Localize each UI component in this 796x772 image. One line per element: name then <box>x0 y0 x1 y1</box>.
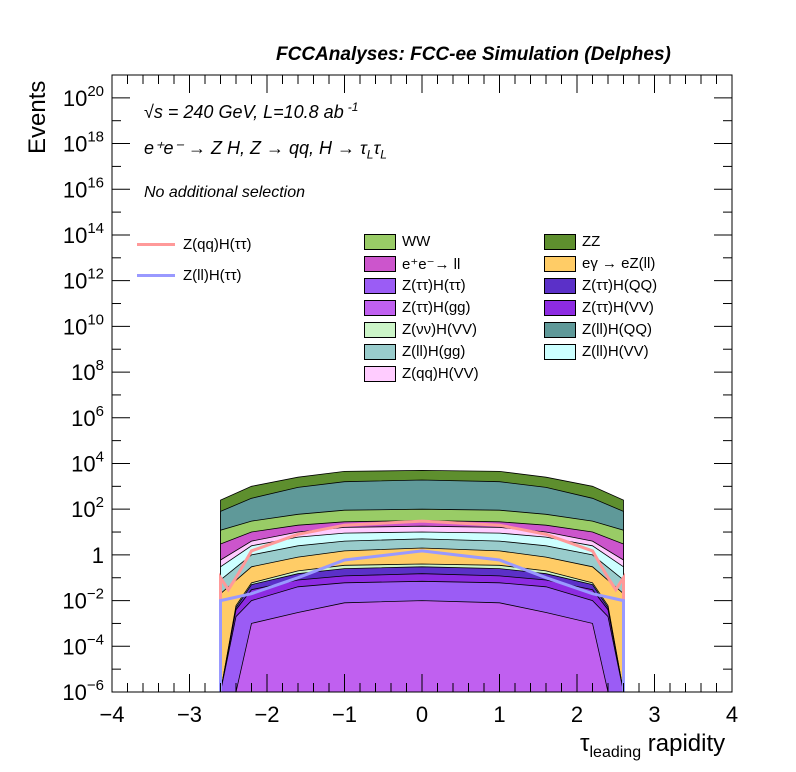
legend-entry: eγ → eZ(ll) <box>544 255 655 272</box>
legend-entry: Z(ll)H(gg) <box>364 343 465 360</box>
legend-entry: Z(ll)H(VV) <box>544 343 649 360</box>
legend-swatch <box>364 343 396 360</box>
legend-label: Z(qq)H(VV) <box>402 365 479 382</box>
legend-label: WW <box>402 233 431 250</box>
y-tick-label: 10−2 <box>62 586 104 614</box>
legend-swatch <box>544 299 576 316</box>
x-axis-title-main: τ <box>580 730 590 757</box>
legend-label: Z(ττ)H(gg) <box>402 299 471 316</box>
y-tick-label: 1018 <box>63 129 104 157</box>
legend-label: Z(ττ)H(ττ) <box>402 277 466 294</box>
legend-swatch <box>544 343 576 360</box>
process-text: e⁺e⁻ → Z H, Z → qq, H → τ <box>144 138 367 158</box>
energy-info: √s = 240 GeV, L=10.8 ab -1 <box>144 100 358 123</box>
x-tick-label: −3 <box>177 702 202 727</box>
process-info: e⁺e⁻ → Z H, Z → qq, H → τLτL <box>144 138 387 162</box>
legend-label: Z(ll)H(VV) <box>582 343 649 360</box>
y-tick-label: 10−4 <box>62 631 104 659</box>
process-sub-1: L <box>366 147 374 162</box>
legend-label: Z(ll)H(ττ) <box>183 267 242 284</box>
legend-line <box>137 274 175 277</box>
legend-entry: WW <box>364 233 430 250</box>
energy-exponent: -1 <box>347 100 359 114</box>
legend-swatch <box>364 365 396 382</box>
y-tick-label: 1010 <box>63 311 104 339</box>
y-tick-label: 10−6 <box>62 677 104 705</box>
y-tick-label: 1016 <box>63 174 104 202</box>
y-axis-title: Events <box>24 80 51 154</box>
legend-entry: Z(ττ)H(VV) <box>544 299 654 316</box>
y-tick-label: 102 <box>71 494 104 522</box>
legend-signal-entry: Z(qq)H(ττ) <box>137 236 252 253</box>
legend-entry: Z(ττ)H(ττ) <box>364 277 466 294</box>
legend-swatch <box>544 233 576 250</box>
y-tick-label: 1014 <box>63 220 104 248</box>
y-tick-label: 1020 <box>63 83 104 111</box>
process-sub-2: L <box>380 147 387 162</box>
x-tick-label: 3 <box>648 702 660 727</box>
legend-signal-entry: Z(ll)H(ττ) <box>137 267 242 284</box>
energy-text: s = 240 GeV, L=10.8 ab <box>153 102 344 122</box>
signal-curve-0 <box>219 519 625 692</box>
y-tick-label: 1 <box>92 543 104 568</box>
legend-swatch <box>544 277 576 294</box>
legend-label: Z(ll)H(QQ) <box>582 321 652 338</box>
x-tick-label: 4 <box>726 702 738 727</box>
sqrt-symbol: √ <box>144 102 154 122</box>
y-tick-label: 106 <box>71 403 104 431</box>
legend-swatch <box>544 321 576 338</box>
x-tick-label: −1 <box>332 702 357 727</box>
y-tick-label: 1012 <box>63 266 104 294</box>
x-axis-title: τleading rapidity <box>580 730 725 762</box>
legend-entry: Z(qq)H(VV) <box>364 365 479 382</box>
legend-entry: Z(νν)H(VV) <box>364 321 477 338</box>
y-tick-label: 104 <box>71 448 104 476</box>
selection-info: No additional selection <box>144 184 305 201</box>
x-tick-label: −4 <box>99 702 124 727</box>
legend-label: Z(ττ)H(QQ) <box>582 277 658 294</box>
legend-label: Z(qq)H(ττ) <box>183 236 252 253</box>
legend-swatch <box>364 277 396 294</box>
x-tick-label: 1 <box>493 702 505 727</box>
axes: −4 −3 −2 −1 0 1 2 3 4 10−6 10−4 10−2 1 102 104 106 108 10… <box>62 74 738 727</box>
legend-label: Z(νν)H(VV) <box>402 321 477 338</box>
legend-swatch <box>364 299 396 316</box>
legend-swatch <box>364 256 396 272</box>
x-tick-label: 2 <box>571 702 583 727</box>
stack-layers <box>220 469 624 693</box>
legend-swatch <box>364 321 396 338</box>
y-tick-label: 108 <box>71 357 104 385</box>
legend-swatch <box>364 233 396 250</box>
legend-entry: Z(ττ)H(gg) <box>364 299 471 316</box>
legend-entry: ZZ <box>544 233 600 250</box>
process-tail: τ <box>373 138 381 158</box>
legend-label: ZZ <box>582 233 601 250</box>
legend-line <box>137 243 175 246</box>
legend-entry: Z(ττ)H(QQ) <box>544 277 657 294</box>
legend-label: Z(ll)H(gg) <box>402 343 466 360</box>
signal-curve-1 <box>219 549 625 692</box>
x-tick-label: −2 <box>254 702 279 727</box>
x-axis-title-sub: leading <box>589 743 642 761</box>
legend-entry: e⁺e⁻→ ll <box>364 255 460 273</box>
x-axis-title-tail: rapidity <box>641 730 726 757</box>
plot-header: FCCAnalyses: FCC-ee Simulation (Delphes) <box>276 44 671 65</box>
signal-curves <box>219 519 625 692</box>
x-tick-label: 0 <box>416 702 428 727</box>
legend-label: Z(ττ)H(VV) <box>582 299 654 316</box>
legend-label: eγ → eZ(ll) <box>582 255 656 272</box>
legend-label: e⁺e⁻→ ll <box>402 256 461 273</box>
legend-swatch <box>544 255 576 272</box>
legend-entry: Z(ll)H(QQ) <box>544 321 652 338</box>
